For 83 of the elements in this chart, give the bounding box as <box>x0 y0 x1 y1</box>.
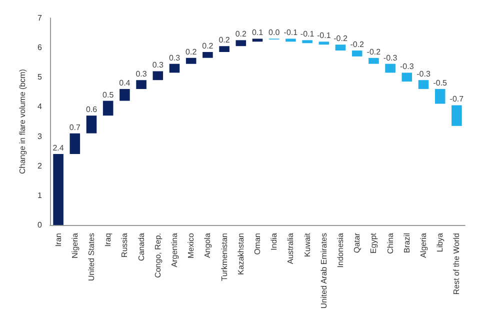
bar <box>120 88 130 101</box>
x-tick-label: United States <box>87 233 96 282</box>
x-tick-label: Iraq <box>104 233 113 247</box>
bar <box>418 80 429 89</box>
bar <box>335 44 346 51</box>
x-tick-label: United Arab Emirates <box>319 233 328 309</box>
data-label: 0.4 <box>119 78 131 88</box>
data-label: -0.7 <box>450 94 464 104</box>
data-label: -0.2 <box>350 40 365 50</box>
data-label: 0.3 <box>152 60 164 70</box>
x-tick-label: Qatar <box>352 232 362 254</box>
bar <box>202 52 213 58</box>
data-label: 2.4 <box>52 144 64 153</box>
y-tick-label: 4 <box>38 102 43 112</box>
bar <box>136 80 146 89</box>
x-tick-label: Argentina <box>170 232 179 268</box>
x-tick-label: India <box>270 232 279 250</box>
data-label: -0.2 <box>334 34 348 44</box>
bar <box>86 116 97 134</box>
y-tick-label: 5 <box>38 72 43 82</box>
data-label: -0.1 <box>317 31 332 40</box>
x-tick-label: Indonesia <box>336 232 345 268</box>
bar <box>169 64 180 73</box>
x-tick-label: Egypt <box>369 232 378 254</box>
data-label: -0.3 <box>400 62 414 72</box>
data-label: 0.2 <box>235 30 248 39</box>
x-tick-label: Libya <box>436 232 445 252</box>
y-tick-label: 2 <box>38 161 43 170</box>
data-label: 0.0 <box>268 28 280 38</box>
y-tick-label: 1 <box>38 190 43 200</box>
data-label: 0.3 <box>168 53 181 62</box>
bar <box>219 46 230 52</box>
x-tick-label: China <box>386 232 395 254</box>
bar <box>252 38 263 42</box>
x-tick-label: Kazakhstan <box>236 233 246 275</box>
x-tick-label: Brazil <box>402 232 412 254</box>
bar <box>302 40 312 44</box>
x-tick-label: Mexico <box>186 232 196 258</box>
x-tick-label: Kuwait <box>302 232 312 258</box>
x-tick-label: Angola <box>203 232 212 258</box>
data-label: 0.6 <box>86 105 98 114</box>
bar <box>434 88 446 104</box>
bar <box>402 72 412 82</box>
data-label: 0.2 <box>218 36 230 45</box>
bar <box>186 58 196 64</box>
x-tick-label: Canada <box>136 232 146 262</box>
bar <box>236 40 246 46</box>
x-tick-label: Iran <box>54 233 63 247</box>
bar <box>352 50 362 56</box>
y-tick-label: 6 <box>38 43 43 52</box>
y-tick-label: 0 <box>38 220 43 230</box>
x-tick-label: Nigeria <box>70 232 80 258</box>
bar <box>318 42 330 45</box>
x-tick-label: Oman <box>253 233 262 255</box>
data-label: -0.3 <box>383 53 398 62</box>
y-tick-label: 7 <box>38 14 43 22</box>
y-axis-title: Change in flare volume (bcm) <box>18 68 28 174</box>
bar <box>53 154 64 225</box>
data-label: -0.2 <box>366 47 382 56</box>
x-tick-label: Australia <box>286 232 296 264</box>
data-label: 0.2 <box>186 47 198 56</box>
x-tick-label: Turkmenistan <box>220 233 229 282</box>
y-tick-label: 3 <box>38 132 43 141</box>
bar <box>286 38 296 42</box>
data-label: 0.3 <box>136 70 148 79</box>
bar <box>385 64 396 73</box>
bar <box>70 133 80 154</box>
data-label: -0.5 <box>433 78 448 88</box>
data-label: -0.1 <box>300 30 315 39</box>
data-label: 0.2 <box>202 42 214 51</box>
bar <box>102 100 114 116</box>
bar <box>368 58 379 64</box>
x-tick-label: Russia <box>120 232 130 258</box>
data-label: 0.1 <box>252 28 264 38</box>
bar <box>452 105 462 126</box>
data-label: -0.1 <box>284 28 298 38</box>
data-label: 0.5 <box>102 90 114 100</box>
x-tick-label: Algeria <box>419 232 428 258</box>
data-label: 0.7 <box>69 122 82 132</box>
data-label: -0.3 <box>416 70 431 79</box>
x-tick-label: Rest of the World <box>452 233 462 295</box>
x-tick-label: Congo, Rep. <box>153 233 162 278</box>
bar <box>152 71 164 80</box>
